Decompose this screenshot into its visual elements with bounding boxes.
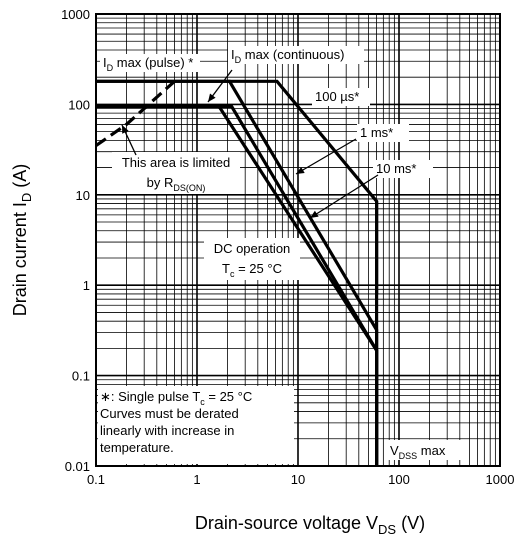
- ms1-label: 1 ms*: [360, 125, 393, 140]
- curves: [95, 79, 379, 466]
- y-axis-title: Drain current ID (A): [10, 164, 34, 316]
- arrow-head: [310, 210, 319, 218]
- x-tick-label: 10: [291, 472, 305, 487]
- ms10-label: 10 ms*: [376, 161, 416, 176]
- note-line2: Curves must be derated: [100, 406, 239, 421]
- y-tick-label: 0.1: [72, 369, 90, 384]
- annotation-arrows: [121, 69, 379, 219]
- vdss-label-bg: [386, 440, 466, 460]
- us100-label-bg: [312, 88, 370, 106]
- id-pulse-label: ID max (pulse) *: [103, 55, 193, 73]
- x-tick-label: 1: [193, 472, 200, 487]
- arrow-head: [208, 93, 216, 102]
- area-label-bg: [112, 152, 240, 194]
- y-tick-label: 1000: [61, 7, 90, 22]
- dc-label-line1: DC operation: [214, 241, 291, 256]
- note-line1: ∗: Single pulse Tc = 25 °C: [100, 389, 252, 407]
- arrow-line: [295, 138, 357, 175]
- dc-label-line2: Tc = 25 °C: [222, 261, 282, 279]
- ms10-label-bg: [373, 160, 433, 178]
- x-tick-label: 1000: [486, 472, 515, 487]
- series-line: [95, 80, 176, 147]
- id-continuous-label-bg: [228, 46, 364, 64]
- us100-label: 100 µs*: [315, 89, 359, 104]
- arrow-line: [309, 174, 379, 219]
- y-tick-label: 100: [68, 97, 90, 112]
- arrow-head: [296, 166, 305, 174]
- x-axis-title: Drain-source voltage VDS (V): [195, 513, 425, 537]
- y-tick-label: 10: [76, 188, 90, 203]
- y-tick-label: 0.01: [65, 459, 90, 474]
- area-label-line2: by RDS(ON): [147, 175, 206, 193]
- x-tick-label: 0.1: [87, 472, 105, 487]
- dc-label-bg: [204, 238, 300, 280]
- note-bg: [98, 386, 294, 464]
- note-line3: linearly with increase in: [100, 423, 234, 438]
- x-tick-label: 100: [388, 472, 410, 487]
- note-line4: temperature.: [100, 440, 174, 455]
- ms1-label-bg: [357, 124, 409, 142]
- y-tick-label: 1: [83, 278, 90, 293]
- vdss-label: VDSS max: [390, 443, 446, 461]
- arrow-head: [122, 125, 129, 134]
- plot-frame: [95, 13, 501, 467]
- area-label-line1: This area is limited: [122, 155, 230, 170]
- id-pulse-label-bg: [100, 54, 200, 72]
- id-continuous-label: ID max (continuous): [231, 47, 344, 65]
